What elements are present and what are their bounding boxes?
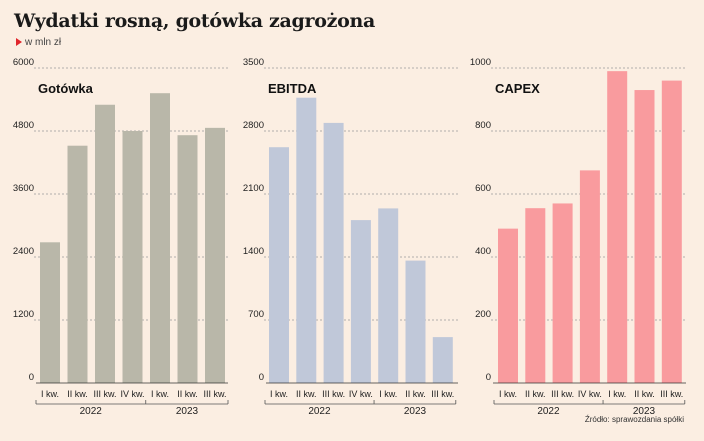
bar: [67, 145, 88, 383]
panel-title: CAPEX: [495, 81, 540, 96]
x-tick-label: I kw.: [379, 389, 397, 399]
y-tick-label: 200: [475, 309, 491, 320]
y-tick-label: 1400: [243, 246, 264, 257]
bar: [150, 93, 170, 383]
bar: [634, 90, 655, 384]
bar: [552, 203, 573, 383]
x-tick-label: IV kw.: [349, 389, 373, 399]
y-tick-label: 800: [475, 120, 491, 131]
y-tick-label: 3600: [13, 183, 34, 194]
bar: [122, 131, 143, 383]
y-tick-label: 2800: [243, 120, 264, 131]
chart-title: Wydatki rosną, gotówka zagrożona: [14, 10, 375, 32]
x-tick-label: I kw.: [270, 389, 288, 399]
unit-label: w mln zł: [16, 37, 61, 48]
x-tick-label: I kw.: [151, 389, 169, 399]
x-tick-label: II kw.: [634, 389, 655, 399]
x-tick-label: II kw.: [405, 389, 426, 399]
source-note: Źródło: sprawozdania spółki: [584, 415, 684, 424]
y-tick-label: 6000: [13, 57, 34, 68]
bar: [579, 170, 600, 383]
y-tick-label: 0: [259, 372, 264, 383]
bar: [323, 122, 344, 384]
bar: [205, 127, 225, 383]
bar: [40, 242, 60, 383]
y-tick-label: 600: [475, 183, 491, 194]
bar: [405, 260, 426, 383]
year-label: 2022: [537, 406, 560, 417]
red-triangle-icon: [16, 38, 22, 46]
bar: [432, 337, 453, 383]
x-tick-label: II kw.: [525, 389, 546, 399]
bar: [296, 97, 317, 383]
x-tick-label: III kw.: [203, 389, 226, 399]
year-label: 2023: [404, 406, 427, 417]
year-label: 2022: [308, 406, 331, 417]
bar: [350, 220, 371, 383]
bar: [525, 208, 546, 383]
bar: [269, 147, 289, 383]
panel-title: Gotówka: [38, 81, 94, 96]
y-tick-label: 700: [248, 309, 264, 320]
panel-title: EBITDA: [268, 81, 317, 96]
year-label: 2023: [633, 406, 656, 417]
bar: [607, 71, 628, 384]
x-tick-label: I kw.: [608, 389, 626, 399]
y-tick-label: 2400: [13, 246, 34, 257]
unit-text: w mln zł: [25, 37, 62, 48]
y-tick-label: 0: [486, 372, 491, 383]
y-tick-label: 1200: [13, 309, 34, 320]
y-tick-label: 1000: [470, 57, 491, 68]
x-tick-label: IV kw.: [578, 389, 602, 399]
y-tick-label: 3500: [243, 57, 264, 68]
y-tick-label: 2100: [243, 183, 264, 194]
y-tick-label: 0: [29, 372, 34, 383]
x-tick-label: III kw.: [322, 389, 345, 399]
y-tick-label: 4800: [13, 120, 34, 131]
x-tick-label: III kw.: [93, 389, 116, 399]
x-tick-label: II kw.: [177, 389, 198, 399]
x-tick-label: I kw.: [41, 389, 59, 399]
x-tick-label: III kw.: [660, 389, 683, 399]
x-tick-label: II kw.: [67, 389, 88, 399]
bar: [661, 80, 682, 383]
bar: [95, 104, 115, 383]
x-tick-label: IV kw.: [120, 389, 144, 399]
bar: [378, 208, 399, 383]
year-label: 2023: [176, 406, 199, 417]
x-tick-label: III kw.: [431, 389, 454, 399]
x-tick-label: II kw.: [296, 389, 317, 399]
x-tick-label: I kw.: [499, 389, 517, 399]
year-label: 2022: [80, 406, 103, 417]
bar: [498, 228, 518, 383]
bar: [177, 135, 198, 383]
y-tick-label: 400: [475, 246, 491, 257]
x-tick-label: III kw.: [551, 389, 574, 399]
